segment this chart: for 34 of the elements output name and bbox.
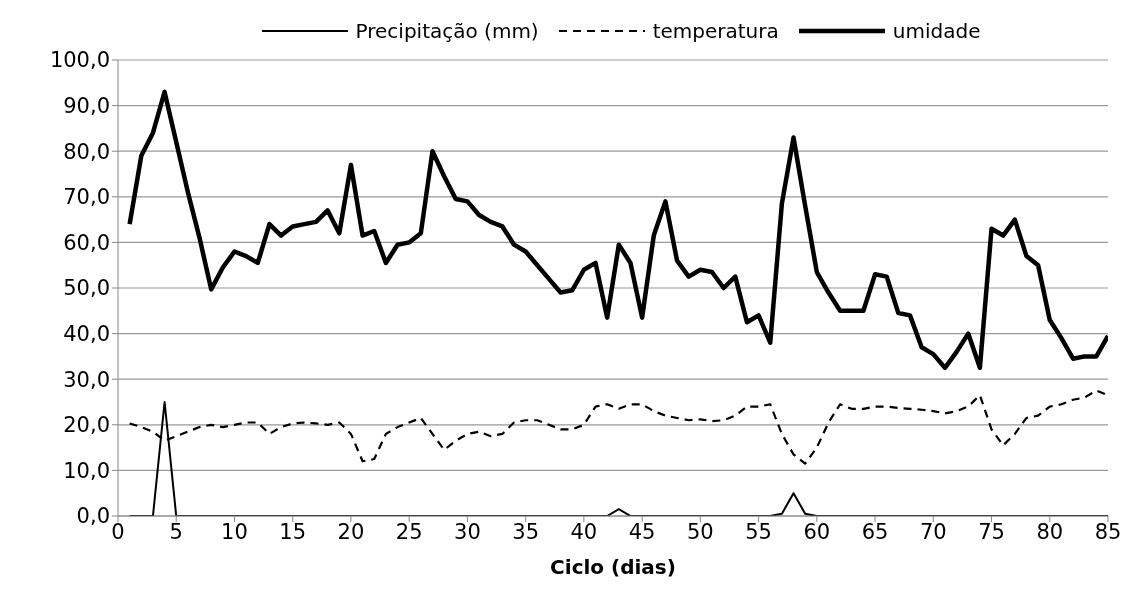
y-tick-label: 90,0 [63, 94, 110, 119]
y-tick-label: 20,0 [63, 413, 110, 438]
y-tick-label: 10,0 [63, 458, 110, 483]
x-tick-label: 85 [1094, 519, 1122, 544]
x-tick-label: 60 [803, 519, 831, 544]
y-tick-label: 0,0 [76, 504, 110, 529]
y-tick-label: 30,0 [63, 367, 110, 392]
x-tick-label: 20 [337, 519, 365, 544]
x-tick-label: 40 [570, 519, 598, 544]
legend-label: Precipitação (mm) [355, 19, 539, 43]
legend-label: temperatura [652, 19, 779, 43]
y-tick-label: 80,0 [63, 139, 110, 164]
x-tick-label: 45 [628, 519, 656, 544]
x-tick-label: 10 [221, 519, 248, 544]
x-tick-label: 30 [454, 519, 481, 544]
x-tick-label: 5 [169, 519, 183, 544]
x-tick-label: 65 [861, 519, 889, 544]
x-tick-label: 70 [919, 519, 947, 544]
x-tick-label: 80 [1036, 519, 1064, 544]
x-tick-label: 25 [395, 519, 423, 544]
x-tick-label: 15 [279, 519, 307, 544]
y-tick-label: 100,0 [49, 48, 110, 73]
line-series [127, 89, 1108, 371]
legend-label: umidade [892, 19, 981, 43]
x-axis-title: Ciclo (dias) [550, 555, 676, 579]
y-tick-label: 40,0 [63, 322, 110, 347]
x-tick-label: 75 [978, 519, 1005, 544]
x-tick-label: 0 [111, 519, 125, 544]
x-tick-label: 55 [745, 519, 772, 544]
x-tick-label: 50 [686, 519, 714, 544]
y-tick-label: 60,0 [63, 230, 110, 255]
y-tick-label: 70,0 [63, 185, 110, 210]
y-tick-label: 50,0 [63, 276, 110, 301]
x-tick-label: 35 [512, 519, 540, 544]
